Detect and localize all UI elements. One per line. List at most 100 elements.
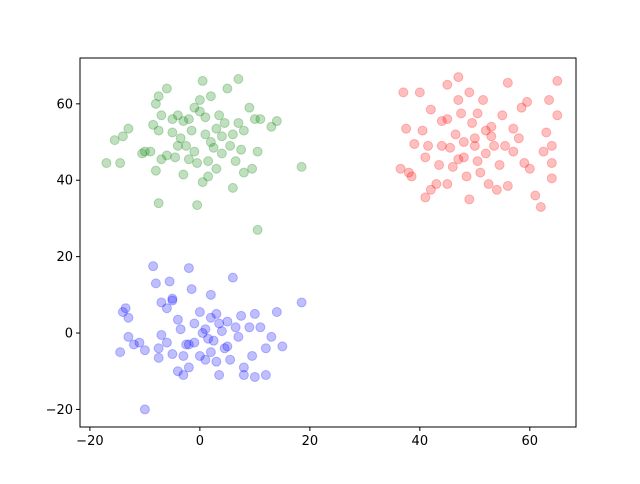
scatter-point [156,154,167,165]
scatter-point [458,137,469,148]
scatter-point [472,108,483,119]
scatter-point [535,201,546,212]
scatter-point [497,110,508,121]
x-tick-label: 60 [522,434,539,449]
scatter-point [139,146,150,157]
scatter-point [120,303,131,314]
x-tick-label: 0 [196,434,204,449]
scatter-point [552,110,563,121]
scatter-point [194,307,205,318]
scatter-point [277,341,288,352]
scatter-point [161,83,172,94]
scatter-point [189,318,200,329]
scatter-point [216,148,227,159]
scatter-point [183,154,194,165]
scatter-point [101,158,112,169]
scatter-point [238,167,249,178]
scatter-point [115,158,126,169]
scatter-point [197,177,208,188]
scatter-point [227,129,238,140]
scatter-point [486,131,497,142]
scatter-point [208,142,219,153]
x-tick-label: −20 [76,434,103,449]
scatter-point [134,337,145,348]
y-tick-label: 60 [56,97,73,112]
scatter-point [167,293,178,304]
scatter-point [469,133,480,144]
scatter-point [260,343,271,354]
scatter-point [153,352,164,363]
scatter-point [181,140,192,151]
scatter-point [172,110,183,121]
scatter-point [445,142,456,153]
scatter-point [161,337,172,348]
scatter-point [486,121,497,132]
scatter-point [425,184,436,195]
scatter-point [442,114,453,125]
scatter-point [456,108,467,119]
scatter-point [123,312,134,323]
scatter-point [538,146,549,157]
x-tick-label: 40 [412,434,429,449]
scatter-point [453,95,464,106]
scatter-point [238,362,249,373]
scatter-point [249,371,260,382]
scatter-point [123,331,134,342]
scatter-point [183,339,194,350]
scatter-point [552,75,563,86]
scatter-point [425,104,436,115]
scatter-point [203,171,214,182]
scatter-point [205,289,216,300]
scatter-point [205,91,216,102]
scatter-point [508,146,519,157]
scatter-point [266,331,277,342]
scatter-point [500,140,511,151]
scatter-point [170,152,181,163]
scatter-point [252,224,263,235]
scatter-point [222,341,233,352]
scatter-point [431,179,442,190]
scatter-point [178,350,189,361]
scatter-point [200,324,211,335]
scatter-point [464,87,475,98]
scatter-point [172,140,183,151]
scatter-point [189,146,200,157]
scatter-point [211,123,222,134]
scatter-point [219,343,230,354]
scatter-point [128,339,139,350]
scatter-point [230,322,241,333]
scatter-point [233,117,244,128]
scatter-point [494,159,505,170]
scatter-point [216,131,227,142]
scatter-point [489,140,500,151]
scatter-point [467,117,478,128]
scatter-point [186,125,197,136]
scatter-point [442,179,453,190]
scatter-point [186,284,197,295]
scatter-point [172,366,183,377]
x-tick-label: 20 [302,434,319,449]
scatter-point [189,337,200,348]
scatter-point [117,131,128,142]
scatter-point [148,119,159,130]
scatter-point [530,190,541,201]
scatter-point [546,158,557,169]
scatter-point [161,303,172,314]
scatter-point [189,102,200,113]
scatter-point [491,184,502,195]
scatter-point [214,370,225,381]
scatter-point [420,152,431,163]
scatter-point [403,167,414,178]
scatter-point [423,140,434,151]
scatter-point [516,102,527,113]
scatter-point [137,148,148,159]
scatter-point [401,123,412,134]
scatter-point [480,148,491,159]
scatter-point [406,171,417,182]
scatter-point [216,326,227,337]
scatter-point [483,179,494,190]
scatter-point [211,308,222,319]
scatter-point [183,362,194,373]
scatter-point [236,310,247,321]
